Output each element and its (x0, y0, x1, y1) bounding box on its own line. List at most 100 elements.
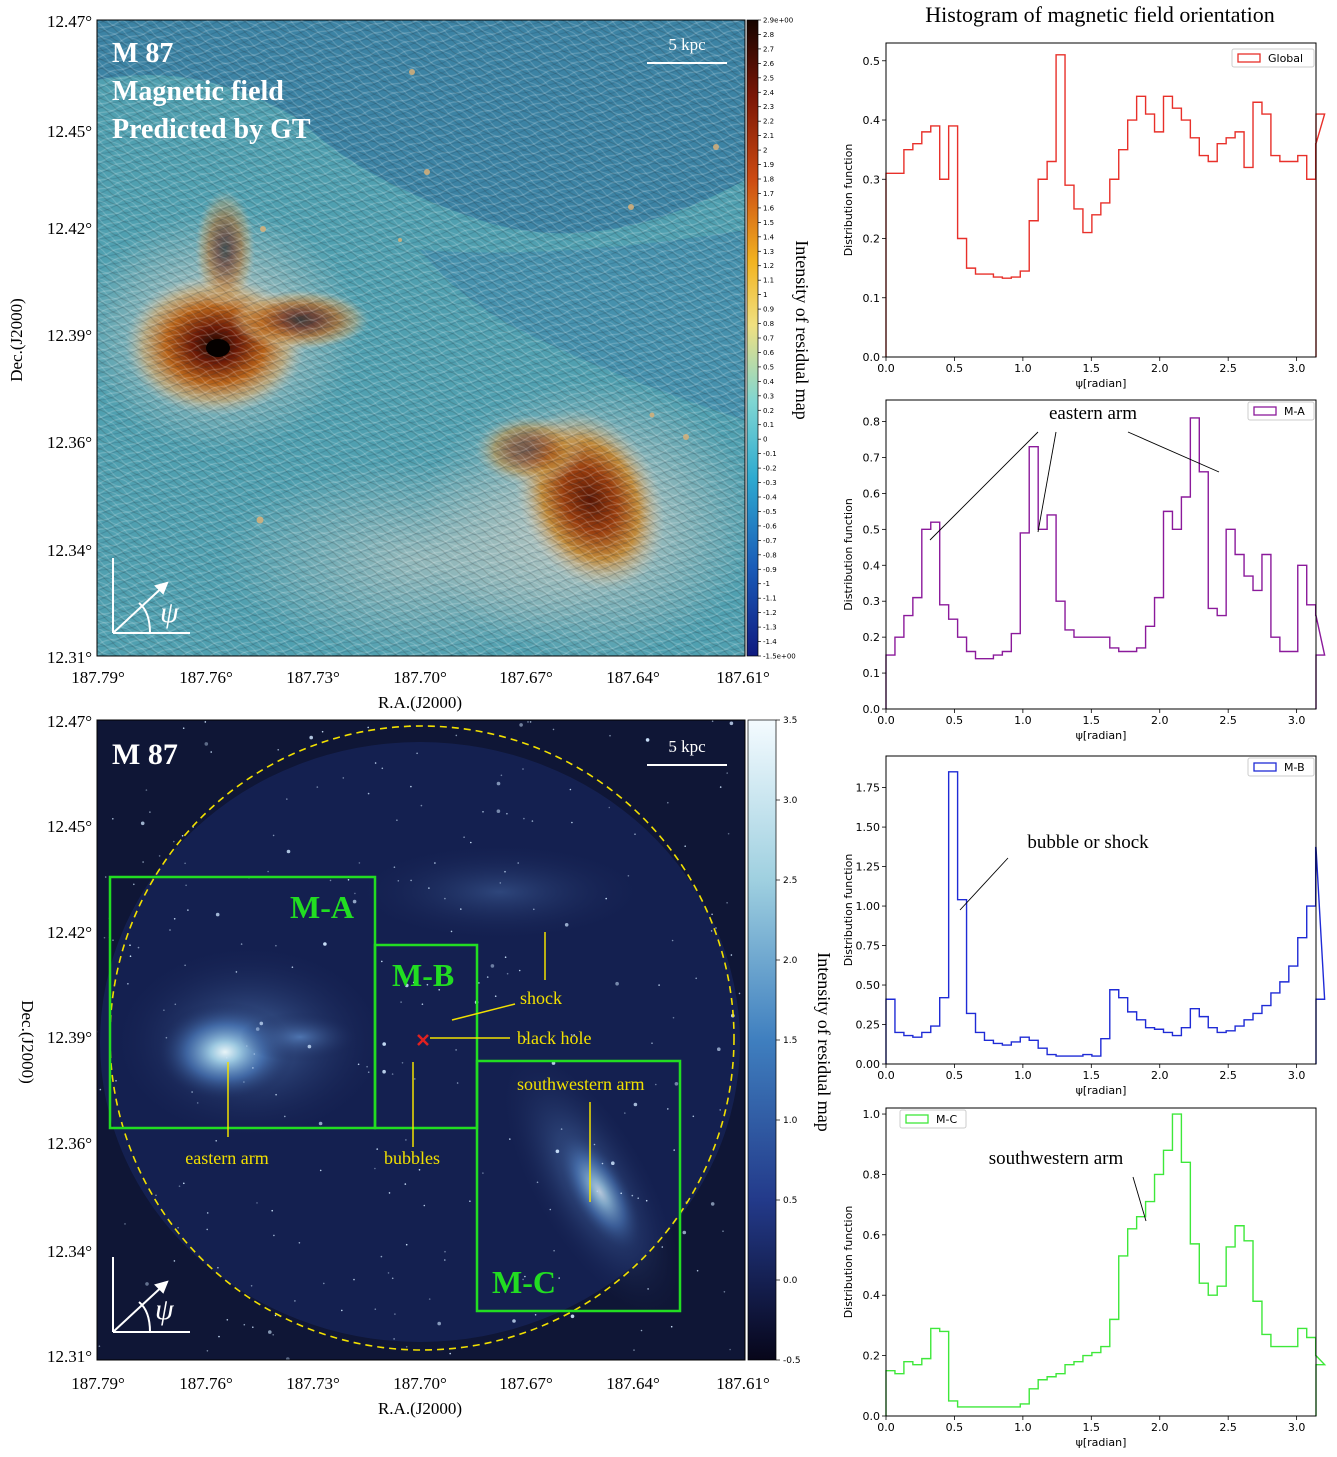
star (655, 1083, 657, 1086)
star (710, 1202, 715, 1206)
star (570, 1314, 575, 1319)
star (555, 1149, 560, 1154)
star (519, 723, 523, 727)
star (272, 1334, 275, 1336)
x-tick-label: 0.0 (877, 362, 895, 375)
y-axis-label: Distribution function (842, 854, 855, 967)
x-tick-label: 2.0 (1151, 1421, 1169, 1434)
histogram-m-c: 0.0 0.5 1.0 1.5 2.0 2.5 3.0 0.0 0.2 0.4 0.6 0.8 1.0 ψ… (842, 1107, 1327, 1449)
y-tick-label: 0.6 (863, 1229, 881, 1242)
star (558, 1277, 560, 1279)
star (129, 955, 132, 957)
star (235, 971, 238, 973)
x-tick-label: 2.5 (1219, 1421, 1237, 1434)
y-tick-label: 1.25 (856, 861, 881, 874)
star (661, 1246, 664, 1248)
star (523, 817, 525, 820)
star (382, 1042, 387, 1046)
star (286, 798, 288, 800)
bottom-ra-tick: 187.70° (393, 1374, 447, 1393)
star (275, 1093, 277, 1096)
colorbar-tick-label: 2.9e+00 (763, 17, 793, 25)
star (165, 1036, 168, 1039)
star (273, 1234, 275, 1237)
x-tick-label: 0.5 (946, 362, 964, 375)
star (307, 1044, 312, 1049)
star (163, 1009, 165, 1011)
star (560, 1128, 563, 1130)
star (410, 785, 412, 788)
star (651, 1042, 653, 1044)
histogram-series-line (885, 1113, 1327, 1416)
star (323, 1282, 325, 1285)
star (552, 728, 555, 731)
x-tick-label: 1.0 (1014, 362, 1032, 375)
star (564, 923, 569, 927)
star (182, 727, 185, 729)
star (529, 721, 532, 723)
star (711, 720, 714, 722)
star (104, 876, 107, 878)
star (667, 1108, 669, 1110)
x-tick-label: 3.0 (1288, 714, 1306, 727)
star (437, 1321, 442, 1326)
star (291, 966, 294, 968)
histogram-series-line (885, 771, 1326, 1064)
star (393, 1338, 395, 1340)
star (722, 1230, 724, 1232)
star (367, 792, 370, 795)
star (444, 1250, 446, 1253)
top-map-title-2: Magnetic field (112, 76, 284, 107)
star (449, 1352, 452, 1355)
star (145, 789, 148, 791)
star (376, 1148, 379, 1150)
colorbar-tick-label: -1.4 (763, 638, 777, 646)
star (255, 1027, 260, 1031)
star (482, 811, 484, 813)
star (381, 960, 383, 963)
histogram-series-line (885, 54, 1326, 357)
star (438, 989, 441, 991)
colorbar-tick-label: 2.3 (763, 103, 774, 111)
star (730, 954, 733, 956)
star (518, 969, 521, 972)
field-of-view-circle (109, 725, 735, 1351)
annotation-lines (227, 932, 591, 1202)
star (719, 786, 722, 788)
bottom-ra-tick: 187.64° (606, 1374, 660, 1393)
star (243, 1323, 246, 1326)
star (421, 1003, 424, 1005)
star (620, 1192, 622, 1195)
top-ra-tick: 187.79° (71, 668, 125, 687)
colorbar-tick-label: 2.6 (763, 60, 775, 68)
star (169, 929, 171, 931)
top-dec-tick: 12.45° (47, 122, 92, 141)
star (98, 1345, 101, 1347)
star (204, 721, 207, 723)
colorbar-tick-label: -1.2 (763, 609, 777, 617)
legend-swatch (1253, 762, 1277, 772)
star (455, 1049, 457, 1051)
star (129, 944, 131, 946)
legend-label: Global (1268, 52, 1303, 65)
bottom-dec-tick: 12.39° (47, 1028, 92, 1047)
star (185, 884, 187, 887)
annotation-pointer-line (1132, 1176, 1147, 1222)
x-tick-label: 3.0 (1288, 362, 1306, 375)
star (684, 845, 686, 847)
colorbar-tick-label: 0.6 (763, 349, 775, 357)
annotation-pointer-line (929, 431, 1039, 541)
star (382, 1069, 386, 1074)
star (711, 913, 713, 916)
star (225, 1056, 228, 1059)
x-tick-label: 2.5 (1219, 714, 1237, 727)
star (381, 767, 384, 770)
star (719, 1109, 721, 1111)
star (112, 939, 114, 941)
histogram-title: Histogram of magnetic field orientation (925, 2, 1275, 27)
colorbar-tick-label: -1.3 (763, 624, 777, 632)
star (729, 721, 734, 726)
star (494, 995, 497, 997)
top-dec-ticks: 12.47° 12.45° 12.42° 12.39° 12.36° 12.34… (47, 12, 92, 667)
plot-frame (885, 1107, 1317, 1417)
